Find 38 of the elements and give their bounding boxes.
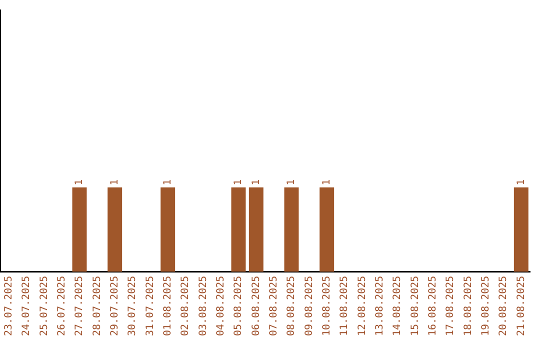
data-label: 1	[516, 179, 527, 186]
x-tick-label: 03.08.2025	[198, 276, 209, 336]
x-tick-label: 06.08.2025	[250, 276, 262, 336]
x-tick-label: 12.08.2025	[356, 276, 368, 336]
x-tick-label: 27.07.2025	[74, 276, 86, 336]
x-tick-label: 13.08.2025	[374, 276, 386, 336]
x-tick-label: 04.08.2025	[215, 276, 226, 336]
x-tick-label: 08.08.2025	[286, 276, 298, 336]
x-tick-label: 18.08.2025	[462, 276, 474, 336]
x-tick-label: 25.07.2025	[38, 276, 50, 336]
x-tick-label: 19.08.2025	[480, 276, 492, 336]
x-tick-label: 09.08.2025	[304, 276, 315, 336]
x-tick-label: 31.07.2025	[144, 276, 156, 336]
x-tick-label: 26.07.2025	[56, 276, 68, 336]
x-tick-label: 23.07.2025	[3, 276, 14, 336]
x-tick-label: 15.08.2025	[410, 276, 421, 336]
x-tick-label: 29.07.2025	[109, 276, 120, 336]
data-label: 1	[74, 179, 86, 186]
data-label: 1	[250, 179, 262, 186]
x-tick-label: 01.08.2025	[162, 276, 174, 336]
data-label: 1	[162, 179, 174, 186]
x-tick-label: 07.08.2025	[268, 276, 280, 336]
data-label: 1	[321, 179, 332, 186]
data-label: 1	[286, 179, 298, 186]
x-tick-label: 11.08.2025	[339, 276, 350, 336]
x-tick-label: 24.07.2025	[21, 276, 32, 336]
data-label: 1	[109, 179, 120, 186]
x-tick-label: 14.08.2025	[392, 276, 404, 336]
x-tick-label: 05.08.2025	[233, 276, 244, 336]
x-tick-label: 02.08.2025	[180, 276, 192, 336]
x-tick-label: 20.08.2025	[498, 276, 510, 336]
x-tick-label: 10.08.2025	[321, 276, 332, 336]
data-label: 1	[233, 179, 244, 186]
x-tick-label: 17.08.2025	[445, 276, 456, 336]
x-tick-label: 16.08.2025	[427, 276, 438, 336]
x-tick-label: 30.07.2025	[127, 276, 138, 336]
x-tick-label: 21.08.2025	[516, 276, 527, 336]
x-tick-label: 28.07.2025	[92, 276, 103, 336]
